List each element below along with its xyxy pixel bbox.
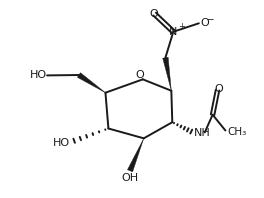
Text: HO: HO [30,70,47,80]
Text: O: O [200,18,209,28]
Text: O: O [135,70,144,80]
Text: HO: HO [53,138,70,148]
Text: N: N [169,27,177,37]
Text: CH₃: CH₃ [227,127,246,137]
Text: OH: OH [121,173,139,183]
Text: O: O [149,10,158,19]
Polygon shape [77,73,105,93]
Text: NH: NH [194,129,211,138]
Polygon shape [128,138,144,172]
Text: −: − [206,14,214,24]
Text: O: O [215,84,223,94]
Text: +: + [178,22,185,31]
Polygon shape [163,57,171,91]
